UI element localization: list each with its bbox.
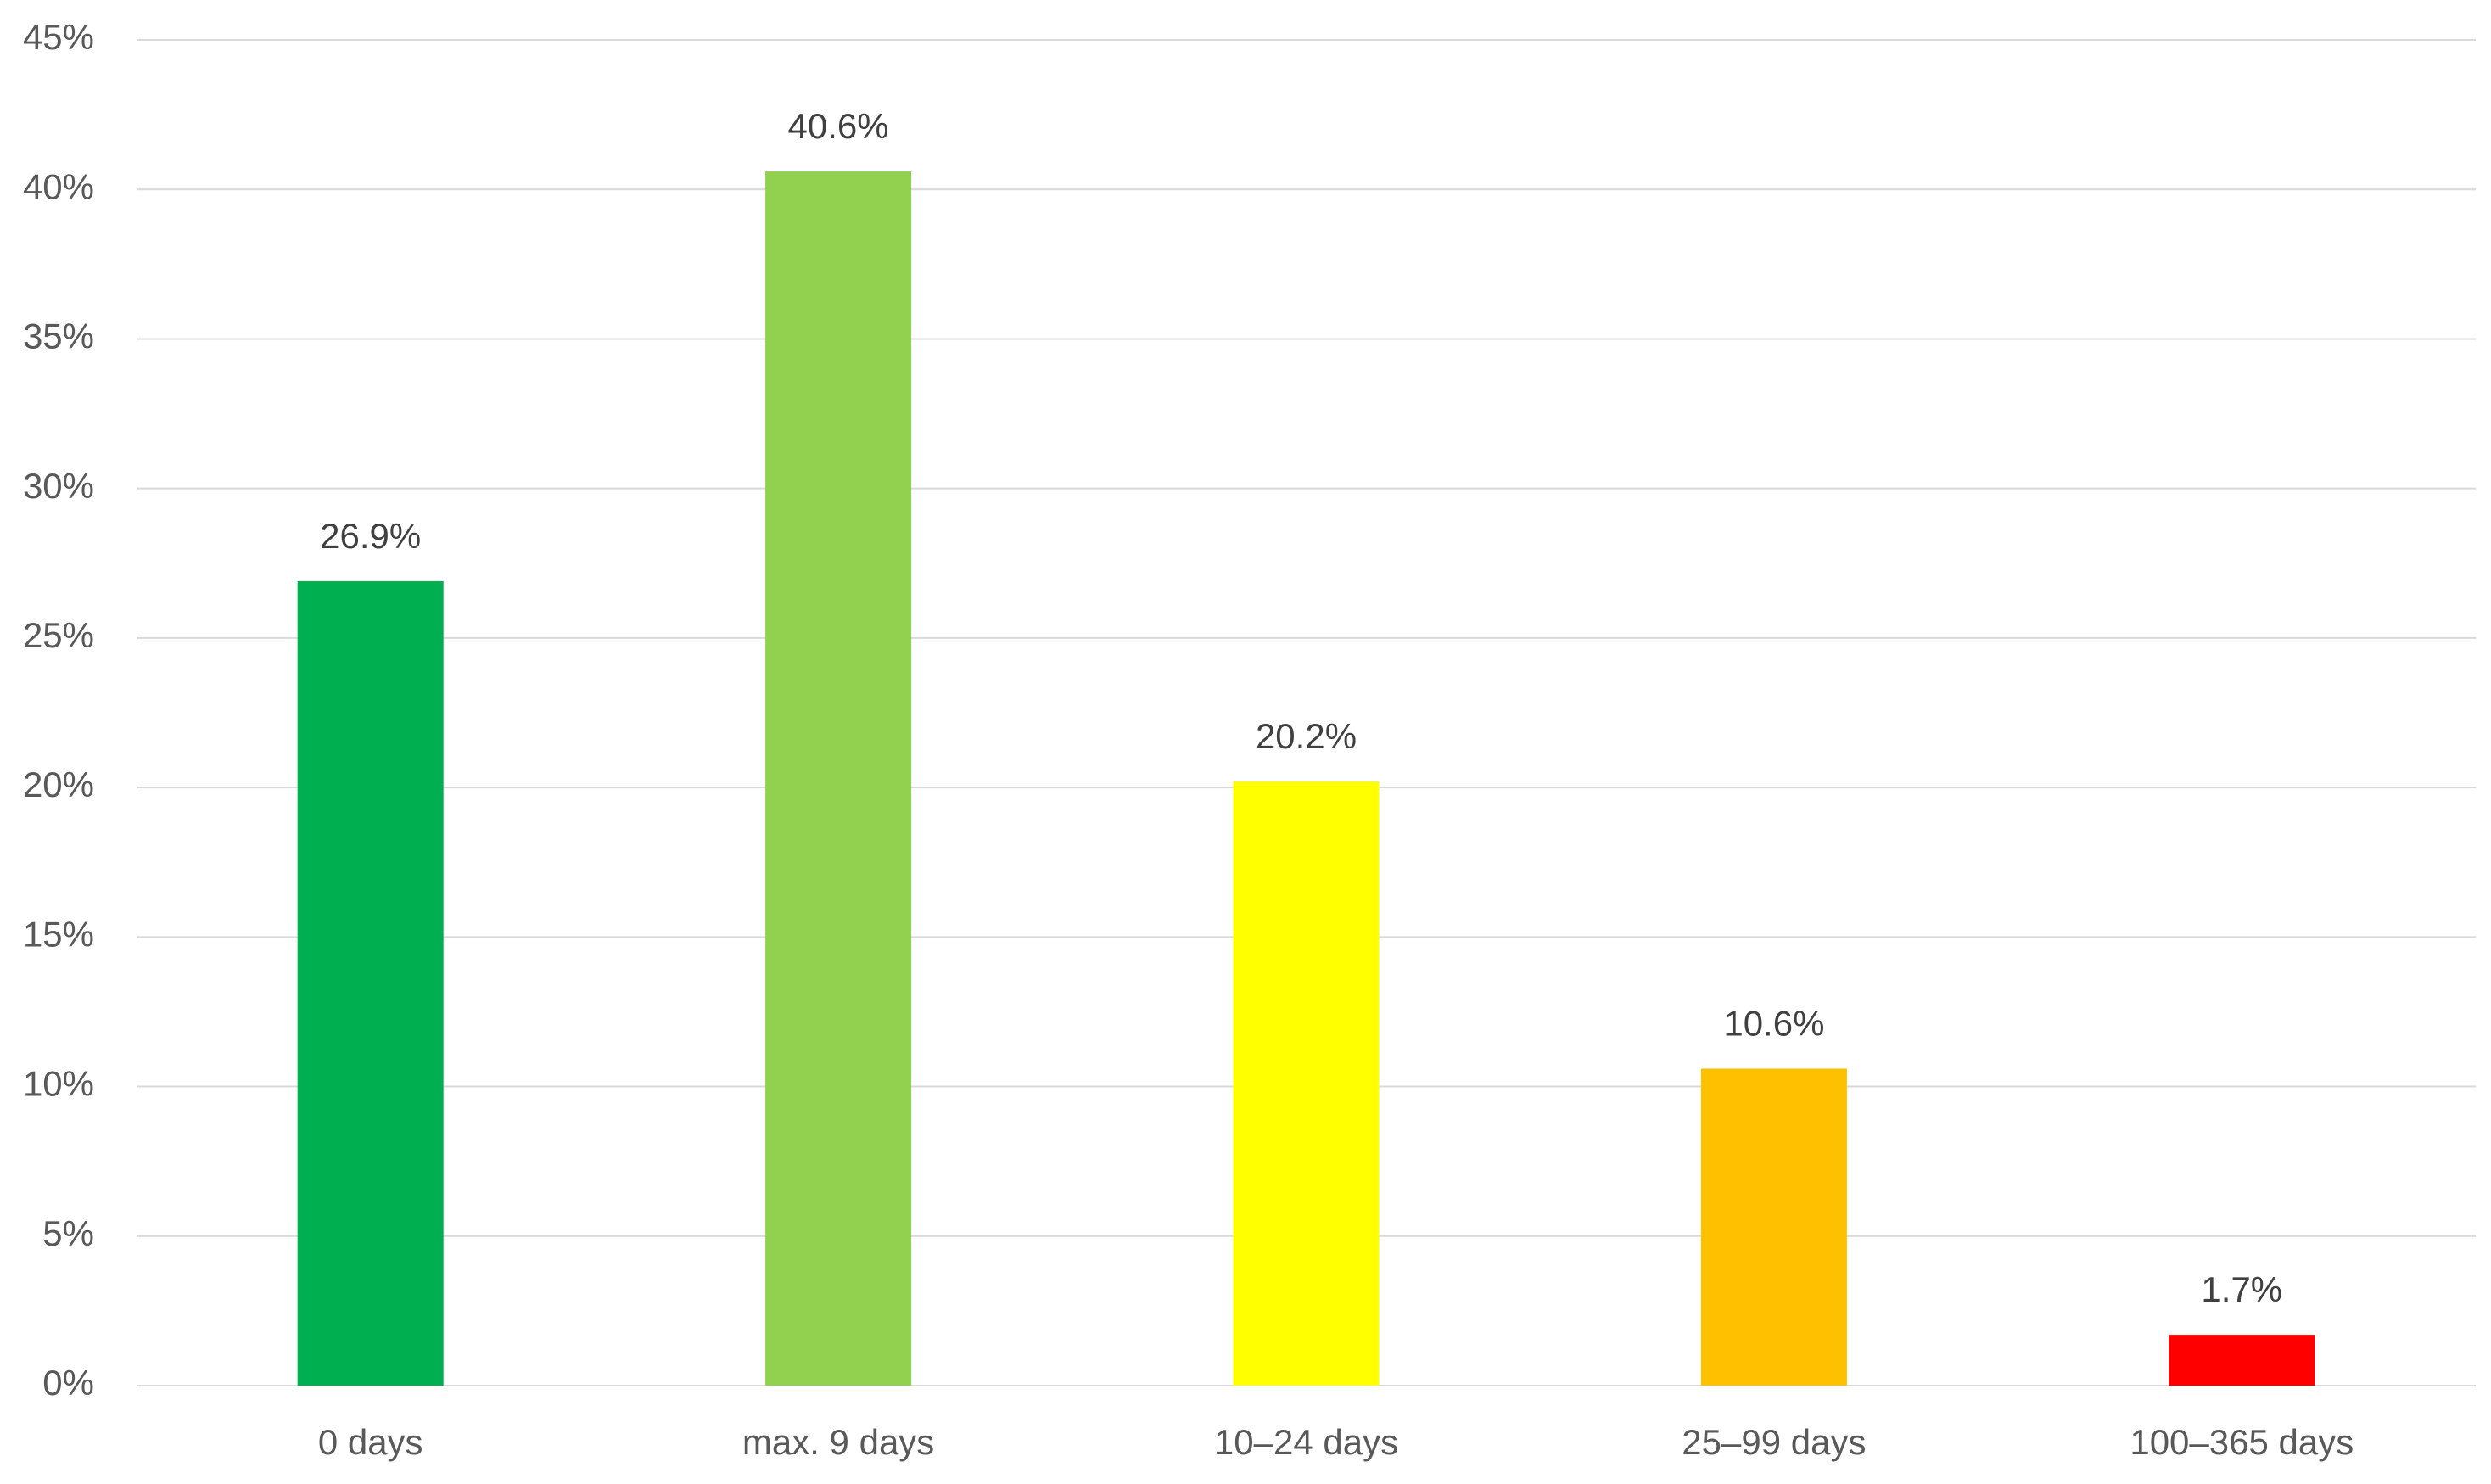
y-tick-label: 5% <box>42 1213 94 1253</box>
bar <box>297 580 444 1386</box>
value-label: 10.6% <box>1723 1004 1824 1044</box>
y-tick-label: 45% <box>23 17 94 57</box>
x-tick-label: 10–24 days <box>1214 1422 1398 1462</box>
x-tick-label: 100–365 days <box>2130 1422 2354 1462</box>
y-tick-label: 15% <box>23 914 94 954</box>
x-tick-label: max. 9 days <box>742 1422 934 1462</box>
value-label: 20.2% <box>1256 716 1357 756</box>
value-label: 1.7% <box>2201 1269 2282 1309</box>
x-tick-label: 0 days <box>318 1422 423 1462</box>
bar <box>2169 1335 2315 1386</box>
y-tick-label: 30% <box>23 466 94 506</box>
x-tick-label: 25–99 days <box>1682 1422 1866 1462</box>
y-tick-label: 0% <box>42 1363 94 1403</box>
y-tick-label: 10% <box>23 1064 94 1104</box>
bar <box>1233 781 1380 1386</box>
bar <box>1700 1068 1847 1386</box>
y-tick-label: 40% <box>23 166 94 206</box>
bar <box>765 171 912 1386</box>
y-tick-label: 20% <box>23 764 94 804</box>
value-label: 40.6% <box>788 106 889 146</box>
value-label: 26.9% <box>320 516 421 556</box>
y-tick-label: 25% <box>23 615 94 655</box>
y-tick-label: 35% <box>23 316 94 356</box>
